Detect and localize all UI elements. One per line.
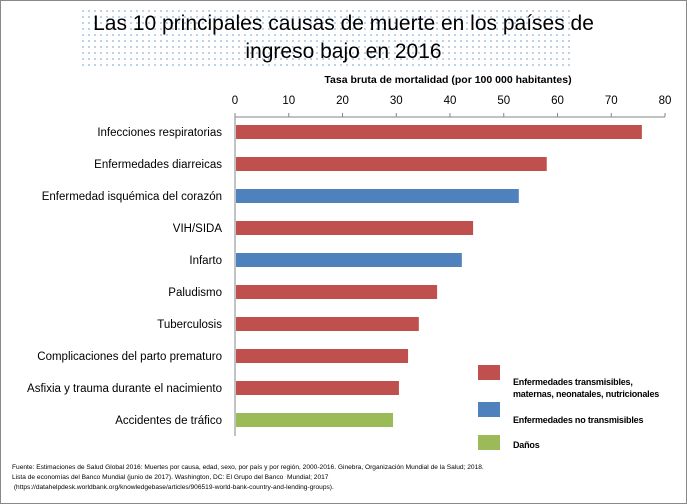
legend-swatch xyxy=(478,365,500,380)
source-note: Fuente: Estimaciones de Salud Global 201… xyxy=(12,463,484,493)
bar xyxy=(236,285,438,299)
bar xyxy=(236,253,462,267)
bar xyxy=(236,189,519,203)
x-axis: 0 10 20 30 40 50 60 70 80 xyxy=(232,95,672,436)
chart-title-box xyxy=(80,8,570,68)
x-tick-label: 10 xyxy=(282,95,295,107)
x-tick-label: 40 xyxy=(444,95,457,107)
x-tick-label: 70 xyxy=(605,95,618,107)
x-tick-label: 60 xyxy=(551,95,564,107)
category-label: Accidentes de tráfico xyxy=(115,415,222,427)
category-label: Infecciones respiratorias xyxy=(97,127,222,139)
chart-title: Las 10 principales causas de muerte en l… xyxy=(0,10,687,66)
chart-title-line-1: Las 10 principales causas de muerte en l… xyxy=(93,12,594,35)
category-label: Enfermedad isquémica del corazón xyxy=(42,191,222,203)
x-tick-label: 50 xyxy=(497,95,510,107)
category-label: VIH/SIDA xyxy=(173,223,223,235)
source-line-3: (https://datahelpdesk.worldbank.org/know… xyxy=(12,484,334,491)
bars: Infecciones respiratorias Enfermedades di… xyxy=(27,125,642,427)
x-tick-label: 0 xyxy=(232,95,238,107)
category-label: Paludismo xyxy=(168,287,222,299)
bar xyxy=(236,125,642,139)
legend-label: Enfermedades no transmisibles xyxy=(513,415,643,425)
bar xyxy=(236,157,547,171)
source-line-2: Lista de economías del Banco Mundial (ju… xyxy=(12,474,329,481)
category-label: Asfixia y trauma durante el nacimiento xyxy=(27,383,222,395)
x-tick-label: 30 xyxy=(390,95,403,107)
legend-label: Enfermedades transmisibles, xyxy=(513,377,633,387)
legend-swatch xyxy=(478,402,500,417)
legend-swatch xyxy=(478,435,500,450)
x-tick-label: 20 xyxy=(336,95,349,107)
chart-title-line-2: ingreso bajo en 2016 xyxy=(245,40,442,63)
bar xyxy=(236,381,399,395)
bar xyxy=(236,221,474,235)
x-tick-label: 80 xyxy=(659,95,672,107)
category-label: Complicaciones del parto prematuro xyxy=(37,351,222,363)
legend-label: maternas, neonatales, nutricionales xyxy=(513,389,659,399)
bar xyxy=(236,349,409,363)
bar xyxy=(236,317,419,331)
category-label: Tuberculosis xyxy=(157,319,222,331)
bar xyxy=(236,413,394,427)
legend: Enfermedades transmisibles, maternas, neo… xyxy=(478,365,659,450)
source-line-1: Fuente: Estimaciones de Salud Global 201… xyxy=(12,464,484,471)
legend-label: Daños xyxy=(513,440,540,450)
category-label: Enfermedades diarreicas xyxy=(94,159,222,171)
x-axis-title: Tasa bruta de mortalidad (por 100 000 ha… xyxy=(324,74,571,86)
category-label: Infarto xyxy=(189,255,222,267)
